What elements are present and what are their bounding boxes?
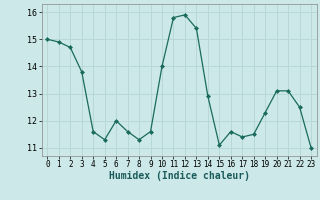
X-axis label: Humidex (Indice chaleur): Humidex (Indice chaleur) — [109, 171, 250, 181]
